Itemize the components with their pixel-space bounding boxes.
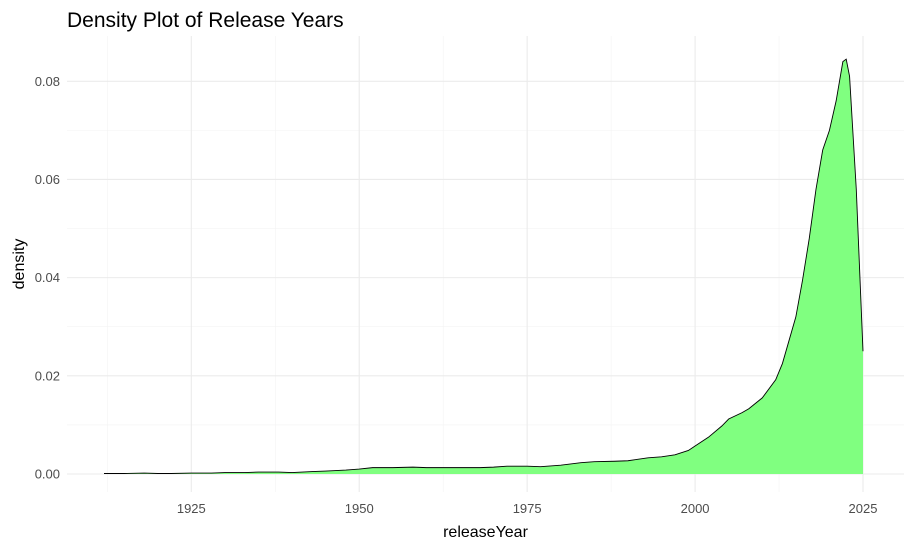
y-tick-label: 0.04 <box>35 270 60 285</box>
y-axis-ticks: 0.00 0.02 0.04 0.06 0.08 <box>35 74 60 482</box>
x-tick-label: 1925 <box>177 501 206 516</box>
x-axis-ticks: 1925 1950 1975 2000 2025 <box>177 501 878 516</box>
y-tick-label: 0.06 <box>35 172 60 187</box>
x-tick-label: 2025 <box>849 501 878 516</box>
y-axis-title: density <box>11 239 28 290</box>
x-tick-label: 1950 <box>345 501 374 516</box>
density-area <box>104 59 863 475</box>
density-line <box>104 58 864 474</box>
chart-title: Density Plot of Release Years <box>67 9 344 32</box>
x-tick-label: 2000 <box>681 501 710 516</box>
y-tick-label: 0.02 <box>35 368 60 383</box>
x-axis-title: releaseYear <box>443 524 528 541</box>
x-tick-label: 1975 <box>513 501 542 516</box>
y-tick-label: 0.00 <box>35 467 60 482</box>
y-tick-label: 0.08 <box>35 74 60 89</box>
